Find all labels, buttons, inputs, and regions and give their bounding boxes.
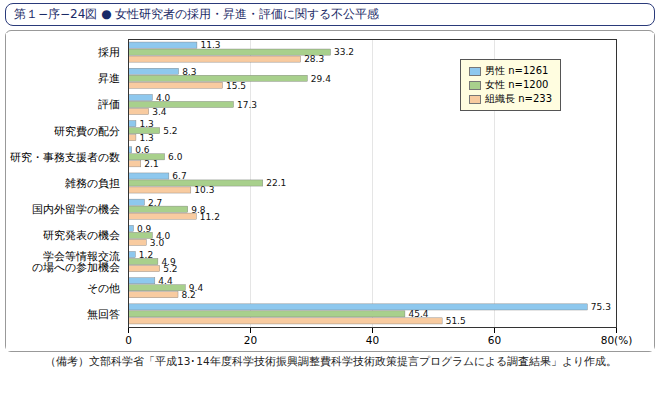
svg-text:その他: その他 (87, 282, 120, 294)
svg-text:11.2: 11.2 (200, 212, 220, 222)
svg-text:国内外留学の機会: 国内外留学の機会 (32, 203, 120, 215)
svg-text:3.0: 3.0 (150, 238, 165, 248)
svg-text:研究発表の機会: 研究発表の機会 (43, 229, 120, 241)
svg-text:研究費の配分: 研究費の配分 (54, 124, 120, 136)
svg-text:1.2: 1.2 (139, 250, 153, 260)
svg-text:40: 40 (366, 334, 379, 346)
svg-text:9.4: 9.4 (188, 283, 204, 294)
svg-text:3.4: 3.4 (152, 107, 167, 117)
html-text:組織長 n=233: 組織長 n=233 (485, 93, 552, 104)
svg-text:5.2: 5.2 (163, 264, 177, 274)
svg-text:45.4: 45.4 (408, 309, 428, 319)
svg-text:33.2: 33.2 (334, 47, 354, 57)
svg-text:研究・事務支援者の数: 研究・事務支援者の数 (10, 151, 120, 163)
svg-text:22.1: 22.1 (266, 178, 286, 188)
svg-text:0: 0 (125, 334, 132, 346)
svg-text:15.5: 15.5 (226, 81, 246, 91)
svg-text:1.3: 1.3 (139, 119, 153, 129)
svg-text:評価: 評価 (98, 98, 120, 110)
html-text:男性 n=1261: 男性 n=1261 (485, 65, 549, 76)
svg-text:20: 20 (244, 334, 257, 346)
svg-text:8.3: 8.3 (182, 67, 196, 77)
svg-text:10.3: 10.3 (194, 185, 214, 195)
svg-text:学会等情報交流の場への参加機会: 学会等情報交流の場への参加機会 (32, 250, 120, 273)
svg-text:51.5: 51.5 (446, 316, 466, 326)
svg-text:5.2: 5.2 (163, 126, 177, 136)
svg-text:6.0: 6.0 (168, 152, 183, 162)
svg-text:11.3: 11.3 (200, 40, 220, 50)
svg-text:4.9: 4.9 (161, 256, 176, 267)
svg-text:4.0: 4.0 (156, 93, 171, 103)
svg-text:6.7: 6.7 (172, 171, 186, 181)
svg-text:0.9: 0.9 (137, 224, 152, 234)
svg-text:0.6: 0.6 (135, 145, 150, 155)
svg-text:8.2: 8.2 (182, 290, 196, 300)
svg-text:1.3: 1.3 (139, 133, 153, 143)
svg-text:75.3: 75.3 (591, 302, 611, 312)
svg-text:2.7: 2.7 (148, 198, 162, 208)
html-text:第１−序−24図 ● 女性研究者の採用・昇進・評価に関する不: 第１−序−24図 ● 女性研究者の採用・昇進・評価に関する不公平感 (14, 7, 380, 21)
svg-text:無回答: 無回答 (87, 308, 120, 320)
svg-text:2.1: 2.1 (144, 159, 158, 169)
svg-text:17.3: 17.3 (237, 100, 257, 110)
svg-text:採用: 採用 (98, 46, 120, 58)
svg-text:80(%): 80(%) (601, 334, 633, 346)
html-text:女性 n=1200: 女性 n=1200 (485, 79, 549, 90)
svg-text:28.3: 28.3 (304, 54, 324, 64)
svg-text:昇進: 昇進 (98, 72, 120, 84)
svg-text:60: 60 (488, 334, 501, 346)
svg-text:9.8: 9.8 (191, 204, 206, 215)
svg-text:雑務の負担: 雑務の負担 (65, 177, 120, 189)
svg-text:4.0: 4.0 (155, 230, 171, 241)
html-text:（備考）文部科学省「平成13･14年度科学技術振興調整費科学: （備考）文部科学省「平成13･14年度科学技術振興調整費科学技術政策提言プログラ… (45, 355, 617, 367)
svg-text:29.4: 29.4 (311, 74, 331, 84)
svg-text:4.4: 4.4 (158, 276, 173, 286)
